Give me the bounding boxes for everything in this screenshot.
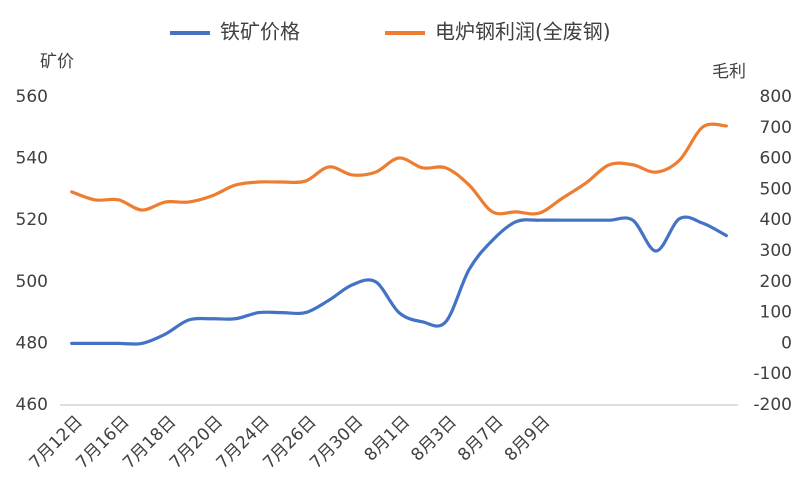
- y2-tick-label: 400: [760, 210, 792, 230]
- y2-tick-label: -100: [753, 364, 792, 384]
- y-axis-label: 矿价: [40, 52, 74, 72]
- y-tick-label: 500: [16, 272, 48, 292]
- y2-tick-label: 0: [781, 333, 792, 353]
- x-tick-label: 8月9日: [501, 412, 554, 465]
- y2-axis-label: 毛利: [712, 62, 746, 82]
- x-tick-label: 8月7日: [454, 412, 507, 465]
- y2-tick-label: 500: [760, 179, 792, 199]
- y2-tick-label: -200: [753, 395, 792, 415]
- y-tick-label: 520: [16, 210, 48, 230]
- series-line: [70, 215, 728, 346]
- y-tick-label: 560: [16, 87, 48, 107]
- series-line: [70, 122, 728, 216]
- y2-tick-label: 300: [760, 241, 792, 261]
- y2-tick-label: 600: [760, 149, 792, 169]
- y-tick-label: 540: [16, 149, 48, 169]
- y2-tick-label: 700: [760, 118, 792, 138]
- x-tick-label: 8月1日: [361, 412, 414, 465]
- y-tick-label: 480: [16, 333, 48, 353]
- y-tick-label: 460: [16, 395, 48, 415]
- legend-label: 铁矿价格: [220, 20, 300, 44]
- y2-tick-label: 200: [760, 272, 792, 292]
- y2-tick-label: 100: [760, 303, 792, 323]
- legend: 铁矿价格 电炉钢利润(全废钢): [170, 20, 611, 44]
- x-tick-label: 8月3日: [407, 412, 460, 465]
- y2-tick-label: 800: [760, 87, 792, 107]
- legend-label: 电炉钢利润(全废钢): [435, 20, 611, 44]
